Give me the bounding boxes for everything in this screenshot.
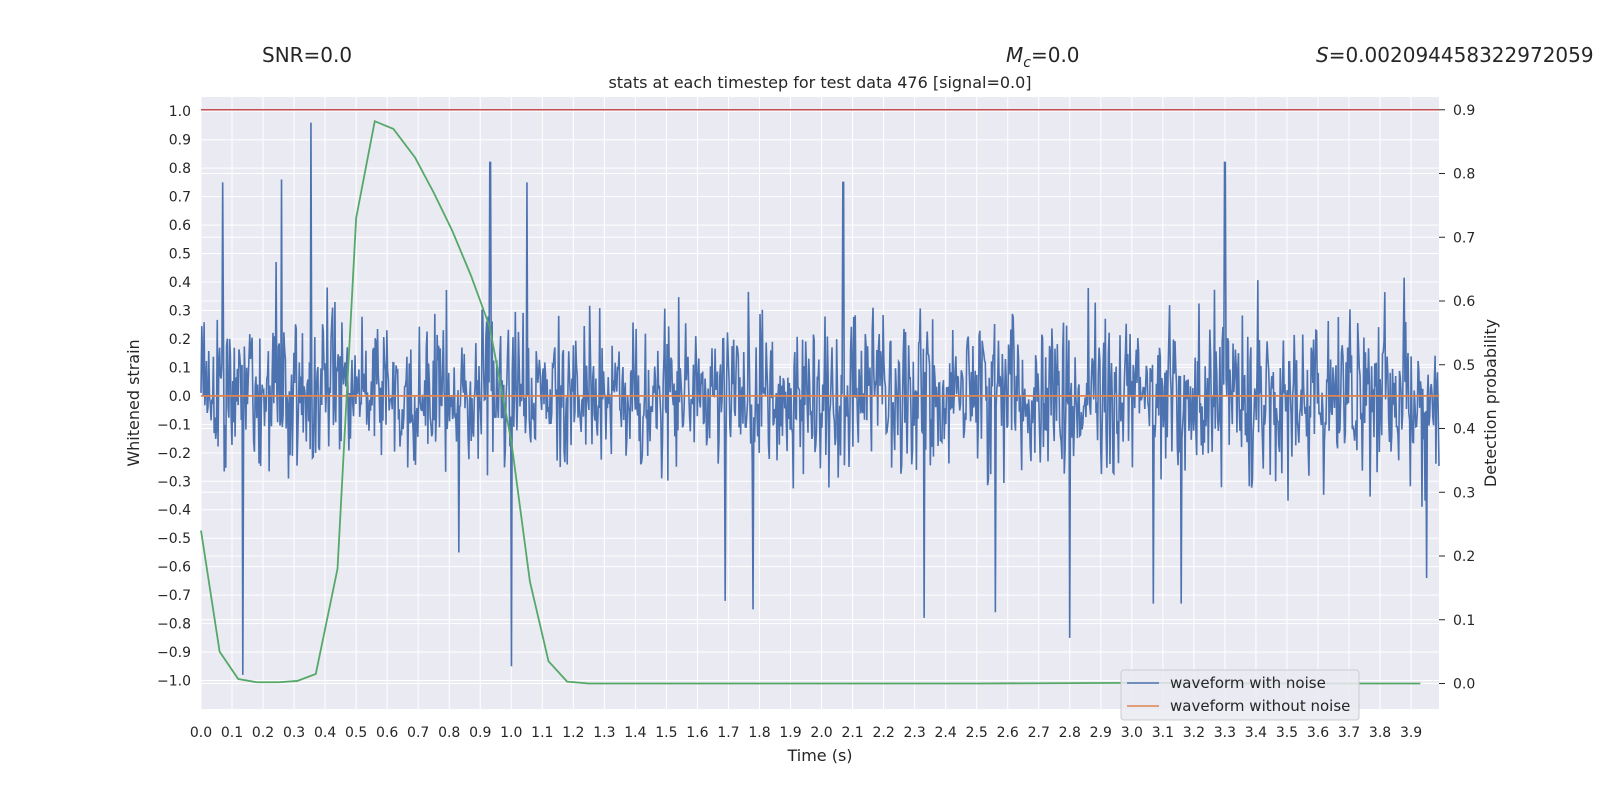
y-tick-label: −0.6 bbox=[157, 560, 191, 576]
x-tick-label: 2.3 bbox=[904, 725, 926, 741]
x-tick-label: 2.8 bbox=[1059, 725, 1081, 741]
x-tick-label: 2.1 bbox=[841, 725, 863, 741]
detection-probability-series bbox=[200, 119, 1421, 685]
x-tick-label: 2.5 bbox=[966, 725, 988, 741]
y-tick-label: 1.0 bbox=[169, 104, 191, 120]
y-right-tick-label: 0.9 bbox=[1453, 103, 1475, 119]
y-axis-right-label: Detection probability bbox=[1481, 319, 1500, 487]
chirp-mass-annotation: Mc=0.0 bbox=[1006, 43, 1080, 71]
y-tick-label: −0.8 bbox=[157, 617, 191, 633]
x-tick-label: 1.1 bbox=[531, 725, 553, 741]
x-tick-label: 3.6 bbox=[1307, 725, 1329, 741]
y-tick-label: 0.2 bbox=[169, 332, 191, 348]
x-tick-label: 3.0 bbox=[1121, 725, 1143, 741]
x-tick-label: 2.2 bbox=[872, 725, 894, 741]
x-tick-label: 1.4 bbox=[624, 725, 646, 741]
x-axis-label: Time (s) bbox=[786, 746, 852, 765]
x-tick-label: 3.7 bbox=[1338, 725, 1360, 741]
x-tick-label: 1.5 bbox=[655, 725, 677, 741]
y-tick-label: 0.7 bbox=[169, 190, 191, 206]
y-right-tick-label: 0.2 bbox=[1453, 549, 1475, 565]
x-tick-label: 0.0 bbox=[190, 725, 212, 741]
x-tick-label: 2.6 bbox=[997, 725, 1019, 741]
x-tick-label: 0.2 bbox=[252, 725, 274, 741]
x-tick-label: 2.9 bbox=[1090, 725, 1112, 741]
y-tick-label: 0.1 bbox=[169, 360, 191, 376]
y-right-tick-label: 0.6 bbox=[1453, 294, 1475, 310]
x-tick-label: 1.3 bbox=[593, 725, 615, 741]
snr-annotation: SNR=0.0 bbox=[262, 43, 352, 67]
y-tick-label: −0.1 bbox=[157, 417, 191, 433]
y-tick-label: −0.9 bbox=[157, 645, 191, 661]
x-tick-label: 3.9 bbox=[1400, 725, 1422, 741]
x-tick-label: 0.5 bbox=[345, 725, 367, 741]
legend: waveform with noise waveform without noi… bbox=[1120, 669, 1360, 721]
x-tick-label: 3.4 bbox=[1245, 725, 1267, 741]
noise-waveform-series bbox=[200, 122, 1440, 675]
y-tick-label: −0.7 bbox=[157, 588, 191, 604]
detection-probability-line bbox=[200, 119, 1421, 685]
chart-title: stats at each timestep for test data 476… bbox=[608, 73, 1031, 92]
y-right-tick-label: 0.1 bbox=[1453, 613, 1475, 629]
y-tick-label: −0.4 bbox=[157, 503, 191, 519]
y-right-tick-label: 0.7 bbox=[1453, 230, 1475, 246]
y-tick-label: −1.0 bbox=[157, 674, 191, 690]
y-tick-label: 0.3 bbox=[169, 303, 191, 319]
noise-waveform-line bbox=[200, 122, 1440, 675]
x-tick-label: 1.9 bbox=[779, 725, 801, 741]
s-symbol: S bbox=[1316, 43, 1329, 67]
mc-subscript: c bbox=[1023, 55, 1031, 71]
y-tick-label: 0.9 bbox=[169, 133, 191, 149]
y-tick-label: 0.0 bbox=[169, 389, 191, 405]
x-tick-label: 0.1 bbox=[221, 725, 243, 741]
x-tick-label: 0.6 bbox=[376, 725, 398, 741]
x-axis-ticks: 0.0 0.1 0.2 0.3 0.4 0.5 0.6 0.7 0.8 0.9 1.0 1.1 1.2 1… bbox=[190, 725, 1422, 741]
y-tick-label: 0.4 bbox=[169, 275, 191, 291]
x-tick-label: 1.8 bbox=[748, 725, 770, 741]
y-right-tick-label: 0.3 bbox=[1453, 485, 1475, 501]
mc-symbol: M bbox=[1006, 43, 1023, 67]
x-tick-label: 3.8 bbox=[1369, 725, 1391, 741]
mc-value: =0.0 bbox=[1031, 43, 1080, 67]
y-axis-left-ticks: 1.0 0.9 0.8 0.7 0.6 0.5 0.4 0.3 0.2 0.1 0.0 −0.1 −0.… bbox=[157, 104, 191, 689]
x-tick-label: 1.0 bbox=[500, 725, 522, 741]
s-value: =0.002094458322972059 bbox=[1329, 43, 1594, 67]
x-tick-label: 3.1 bbox=[1152, 725, 1174, 741]
legend-label-clean: waveform without noise bbox=[1170, 697, 1350, 715]
legend-label-noise: waveform with noise bbox=[1170, 674, 1326, 692]
y-tick-label: −0.2 bbox=[157, 446, 191, 462]
x-tick-label: 0.9 bbox=[469, 725, 491, 741]
x-tick-label: 1.6 bbox=[686, 725, 708, 741]
legend-box bbox=[1120, 669, 1360, 721]
y-tick-label: −0.3 bbox=[157, 474, 191, 490]
y-right-tick-label: 0.4 bbox=[1453, 422, 1475, 438]
x-tick-label: 2.0 bbox=[810, 725, 832, 741]
y-tick-label: 0.6 bbox=[169, 218, 191, 234]
y-right-tick-label: 0.8 bbox=[1453, 167, 1475, 183]
x-tick-label: 2.4 bbox=[935, 725, 957, 741]
x-tick-label: 0.4 bbox=[314, 725, 336, 741]
x-tick-label: 0.8 bbox=[438, 725, 460, 741]
x-tick-label: 2.7 bbox=[1028, 725, 1050, 741]
s-annotation: S=0.002094458322972059 bbox=[1316, 43, 1594, 67]
y-tick-label: 0.8 bbox=[169, 161, 191, 177]
x-tick-label: 3.5 bbox=[1276, 725, 1298, 741]
y-axis-right-ticks: 0.9 0.8 0.7 0.6 0.5 0.4 0.3 0.2 0.1 0.0 bbox=[1439, 103, 1475, 693]
y-tick-label: 0.5 bbox=[169, 247, 191, 263]
y-right-tick-label: 0.5 bbox=[1453, 358, 1475, 374]
y-right-tick-label: 0.0 bbox=[1453, 677, 1475, 693]
x-tick-label: 0.7 bbox=[407, 725, 429, 741]
y-tick-label: −0.5 bbox=[157, 531, 191, 547]
x-tick-label: 3.3 bbox=[1214, 725, 1236, 741]
x-tick-label: 0.3 bbox=[283, 725, 305, 741]
x-tick-label: 1.7 bbox=[717, 725, 739, 741]
x-tick-label: 3.2 bbox=[1183, 725, 1205, 741]
y-axis-label: Whitened strain bbox=[124, 339, 143, 466]
x-tick-label: 1.2 bbox=[562, 725, 584, 741]
